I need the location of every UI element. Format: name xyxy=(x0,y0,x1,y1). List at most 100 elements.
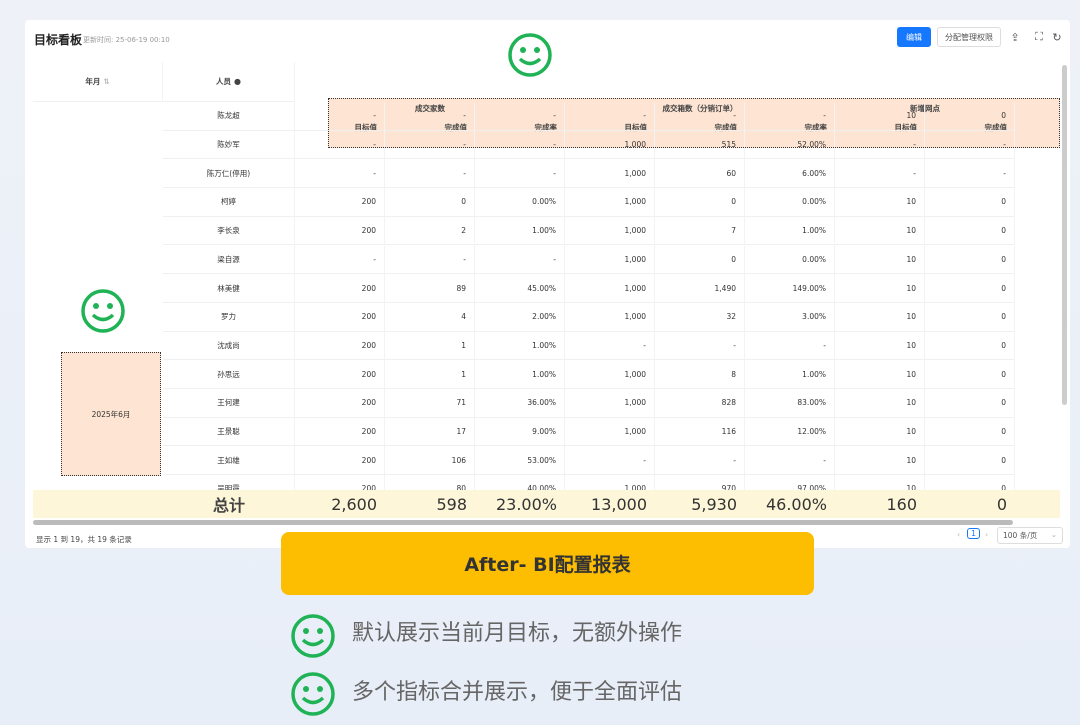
table-cell: 200 xyxy=(295,302,385,332)
table-cell: - xyxy=(925,159,1015,189)
group-header: 成交箱数（分销订单） xyxy=(662,103,738,113)
bullet-1: 默认展示当前月目标，无额外操作 xyxy=(352,621,683,646)
person-name: 王如雄 xyxy=(163,446,295,476)
table-cell: 200 xyxy=(295,216,385,246)
table-cell: 0 xyxy=(925,245,1015,275)
export-icon[interactable]: ⇪ xyxy=(1010,30,1020,44)
record-count: 显示 1 到 19，共 19 条记录 xyxy=(36,535,132,544)
table-cell: 4 xyxy=(385,302,475,332)
page-1[interactable]: 1 xyxy=(967,528,981,539)
table-cell: 0 xyxy=(925,274,1015,303)
col-person: 人员 ● xyxy=(163,62,295,102)
table-cell: 2 xyxy=(385,216,475,246)
table-cell: 0 xyxy=(925,216,1015,246)
table-cell: 0 xyxy=(925,102,1015,131)
table-cell: 83.00% xyxy=(745,389,835,418)
table-cell: - xyxy=(295,159,385,189)
next-page[interactable]: › xyxy=(985,530,989,539)
refresh-icon[interactable]: ↻ xyxy=(1052,30,1062,44)
table-cell: 10 xyxy=(835,389,925,418)
table-cell: 12.00% xyxy=(745,417,835,447)
fullscreen-icon[interactable]: ⛶ xyxy=(1035,30,1043,43)
total-cell: 23.00% xyxy=(495,494,557,514)
table-cell: 200 xyxy=(295,417,385,447)
table-cell: - xyxy=(385,159,475,189)
page-title: 目标看板 xyxy=(34,33,83,47)
person-name: 陈龙超 xyxy=(163,102,295,131)
table-cell: - xyxy=(745,446,835,476)
table-cell: - xyxy=(655,446,745,476)
table-cell: 1 xyxy=(385,331,475,361)
table-cell: - xyxy=(295,102,385,131)
sub-header: 完成值 xyxy=(444,122,468,132)
table-cell: 0 xyxy=(925,446,1015,476)
info-icon[interactable]: ● xyxy=(234,77,241,86)
table-cell: 0.00% xyxy=(745,188,835,217)
table-cell: 1 xyxy=(385,360,475,389)
total-cell: 2,600 xyxy=(331,494,377,514)
update-time: 更新时间: 25-06-19 00:10 xyxy=(83,36,170,44)
vertical-scrollbar[interactable] xyxy=(1062,65,1067,405)
table-cell: 10 xyxy=(835,216,925,246)
page-size-select[interactable]: 100 条/页 ⌄ xyxy=(997,527,1063,544)
sub-header: 完成值 xyxy=(714,122,738,132)
table-cell: - xyxy=(475,245,565,275)
after-banner: After- BI配置报表 xyxy=(281,532,814,595)
table-cell: 1,000 xyxy=(565,130,655,160)
smiley-icon xyxy=(81,289,125,333)
table-cell: 10 xyxy=(835,331,925,361)
sub-header: 目标值 xyxy=(354,122,378,132)
sub-header: 目标值 xyxy=(894,122,918,132)
table-cell: 0 xyxy=(925,188,1015,217)
table-cell: - xyxy=(655,102,745,131)
table-cell: 515 xyxy=(655,130,745,160)
person-name: 陈妙军 xyxy=(163,130,295,160)
table-cell: 10 xyxy=(835,102,925,131)
table-cell: 1,000 xyxy=(565,274,655,303)
table-cell: 10 xyxy=(835,302,925,332)
edit-button[interactable]: 编辑 xyxy=(897,27,931,47)
person-name: 孙思远 xyxy=(163,360,295,389)
total-label: 总计 xyxy=(212,496,245,515)
table-cell: - xyxy=(925,130,1015,160)
person-name: 李长泉 xyxy=(163,216,295,246)
assign-permission-button[interactable]: 分配管理权限 xyxy=(937,27,1001,47)
table-cell: 200 xyxy=(295,188,385,217)
table-cell: 10 xyxy=(835,274,925,303)
chevron-down-icon: ⌄ xyxy=(1050,530,1057,539)
table-cell: 1,000 xyxy=(565,188,655,217)
table-cell: - xyxy=(565,446,655,476)
table-cell: 1,000 xyxy=(565,417,655,447)
sub-header: 完成值 xyxy=(984,122,1008,132)
person-name: 罗力 xyxy=(163,302,295,332)
table-cell: 1,490 xyxy=(655,274,745,303)
table-cell: - xyxy=(745,331,835,361)
table-cell: 1,000 xyxy=(565,159,655,189)
table-cell: 1.00% xyxy=(745,216,835,246)
table-cell: 89 xyxy=(385,274,475,303)
prev-page[interactable]: ‹ xyxy=(957,530,961,539)
table-cell: 10 xyxy=(835,360,925,389)
year-month-cell: 2025年6月 xyxy=(61,352,161,476)
table-cell: 1.00% xyxy=(475,360,565,389)
table-cell: 10 xyxy=(835,245,925,275)
person-name: 王何建 xyxy=(163,389,295,418)
col-person-label: 人员 xyxy=(216,77,231,86)
table-cell: - xyxy=(565,331,655,361)
table-cell: 71 xyxy=(385,389,475,418)
table-cell: 9.00% xyxy=(475,417,565,447)
table-cell: 106 xyxy=(385,446,475,476)
table-cell: - xyxy=(385,245,475,275)
table-cell: 10 xyxy=(835,188,925,217)
table-cell: 1.00% xyxy=(745,360,835,389)
table-cell: 10 xyxy=(835,446,925,476)
horizontal-scrollbar[interactable] xyxy=(33,520,1013,525)
col-year[interactable]: 年月 ⇅ xyxy=(33,62,163,102)
table-cell: 0 xyxy=(925,360,1015,389)
table-cell: 0 xyxy=(925,417,1015,447)
sub-header: 完成率 xyxy=(534,122,558,132)
table-cell: 7 xyxy=(655,216,745,246)
table-cell: 36.00% xyxy=(475,389,565,418)
sort-icon[interactable]: ⇅ xyxy=(103,77,110,86)
table-cell: 1,000 xyxy=(565,216,655,246)
